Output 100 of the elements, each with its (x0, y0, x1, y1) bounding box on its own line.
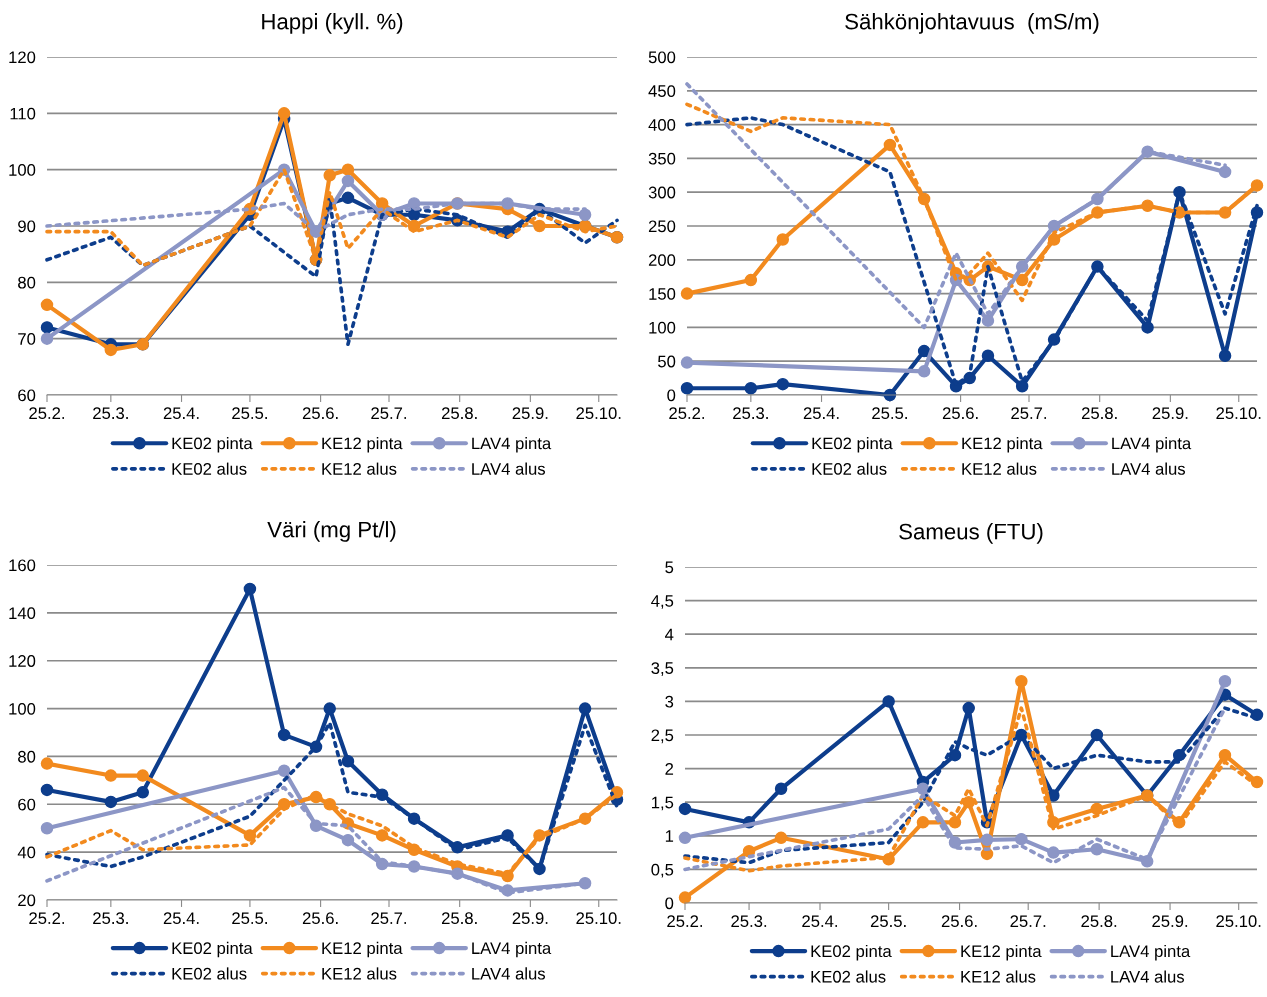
x-tick-label: 25.4. (163, 912, 199, 925)
y-tick-label: 90 (18, 220, 36, 233)
y-tick-label: 80 (18, 750, 36, 763)
legend-label: KE02 alus (811, 970, 886, 983)
legend-label: KE12 alus (322, 967, 397, 980)
y-tick-label: 1 (665, 830, 674, 842)
y-tick-label: 150 (649, 288, 676, 300)
y-tick-label: 100 (9, 702, 36, 715)
y-tick-label: 50 (658, 355, 676, 368)
y-tick-label: 120 (9, 51, 36, 64)
x-tick-label: 25.3. (93, 407, 128, 420)
legend-label: KE02 alus (172, 462, 247, 475)
y-tick-label: 2,5 (651, 729, 674, 744)
x-tick-label: 25.2. (667, 915, 703, 928)
x-tick-label: 25.2. (29, 912, 65, 925)
legend-label: LAV4 alus (472, 967, 546, 980)
legend-label: KE02 alus (812, 462, 887, 475)
y-tick-label: 0 (667, 389, 676, 402)
x-tick-label: 25.6. (941, 915, 977, 928)
x-tick-label: 25.5. (870, 915, 906, 928)
x-tick-label: 25.9. (1152, 915, 1188, 928)
y-tick-label: 500 (648, 51, 676, 64)
x-tick-label: 25.9. (1152, 407, 1188, 420)
legend-label: KE12 alus (962, 462, 1037, 475)
y-tick-label: 3,5 (651, 662, 674, 676)
legend-label: KE12 pinta (322, 941, 403, 958)
x-tick-label: 25.5. (232, 912, 267, 925)
x-tick-label: 25.2. (29, 407, 65, 420)
legend-label: LAV4 alus (472, 462, 546, 475)
legend-label: KE02 pinta (811, 944, 892, 961)
y-tick-label: 20 (18, 894, 36, 907)
y-tick-label: 160 (9, 559, 36, 572)
x-tick-label: 25.10. (1216, 407, 1261, 420)
legend-label: KE12 pinta (962, 437, 1043, 453)
x-tick-label: 25.6. (942, 407, 978, 420)
x-tick-label: 25.3. (733, 407, 768, 420)
y-tick-label: 2 (665, 763, 674, 775)
y-tick-label: 60 (18, 389, 36, 402)
legend-label: KE12 alus (322, 462, 397, 475)
y-tick-label: 100 (9, 164, 36, 176)
y-tick-label: 120 (9, 655, 36, 667)
y-tick-label: 250 (648, 220, 676, 233)
y-tick-label: 400 (648, 119, 676, 131)
x-tick-label: 25.10. (1216, 915, 1261, 928)
y-tick-label: 100 (649, 321, 676, 334)
y-tick-label: 300 (648, 186, 676, 199)
x-tick-label: 25.8. (1081, 915, 1117, 928)
x-tick-label: 25.5. (232, 407, 267, 420)
legend-label: KE12 alus (961, 970, 1036, 983)
x-tick-label: 25.8. (1081, 407, 1117, 420)
x-tick-label: 25.8. (441, 912, 477, 925)
chart-title: Sameus (FTU) (899, 523, 1043, 544)
legend-label: LAV4 alus (1111, 970, 1185, 983)
x-tick-label: 25.9. (512, 407, 548, 420)
y-tick-label: 0,5 (651, 863, 674, 878)
y-tick-label: 110 (10, 107, 36, 120)
chart-title: Sähkönjohtavuus (mS/m) (845, 13, 1099, 34)
y-tick-label: 1,5 (651, 796, 674, 811)
x-tick-label: 25.4. (803, 407, 839, 420)
y-tick-label: 350 (648, 152, 676, 165)
x-tick-label: 25.6. (302, 912, 338, 925)
y-tick-label: 450 (648, 85, 676, 97)
chart-title: Happi (kyll. %) (262, 13, 403, 34)
x-tick-label: 25.6. (302, 407, 338, 420)
y-tick-label: 0 (665, 897, 674, 910)
x-tick-label: 25.4. (802, 915, 838, 928)
legend-label: KE12 pinta (961, 944, 1042, 961)
legend-label: KE02 pinta (172, 941, 253, 958)
legend-label: KE12 pinta (322, 437, 403, 453)
legend-label: KE02 pinta (172, 437, 253, 453)
legend-label: KE02 alus (172, 967, 247, 980)
y-tick-label: 5 (665, 561, 674, 574)
legend-label: LAV4 pinta (1111, 944, 1191, 961)
legend-label: LAV4 alus (1112, 462, 1186, 475)
x-tick-label: 25.2. (669, 407, 705, 420)
legend-label: LAV4 pinta (1112, 437, 1192, 453)
y-tick-label: 200 (648, 254, 676, 266)
y-tick-label: 4,5 (651, 595, 674, 609)
y-tick-label: 40 (17, 846, 36, 859)
y-tick-label: 80 (18, 276, 36, 289)
x-tick-label: 25.10. (576, 912, 621, 925)
x-tick-label: 25.3. (93, 912, 128, 925)
y-tick-label: 60 (18, 798, 36, 811)
y-tick-label: 70 (18, 333, 36, 345)
y-tick-label: 140 (9, 607, 36, 620)
x-tick-label: 25.9. (512, 912, 548, 925)
x-tick-label: 25.4. (163, 407, 199, 420)
legend-label: LAV4 pinta (472, 437, 552, 453)
chart-title: Väri (mg Pt/l) (267, 521, 396, 542)
x-tick-label: 25.7. (371, 912, 407, 925)
x-tick-label: 25.7. (371, 407, 407, 420)
x-tick-label: 25.7. (1010, 915, 1046, 928)
x-tick-label: 25.8. (441, 407, 477, 420)
x-tick-label: 25.10. (576, 407, 621, 420)
x-tick-label: 25.3. (731, 915, 767, 928)
legend-label: LAV4 pinta (472, 941, 552, 958)
y-tick-label: 3 (665, 695, 674, 708)
legend-label: KE02 pinta (812, 437, 893, 453)
y-tick-label: 4 (665, 628, 674, 641)
x-tick-label: 25.7. (1011, 407, 1047, 420)
